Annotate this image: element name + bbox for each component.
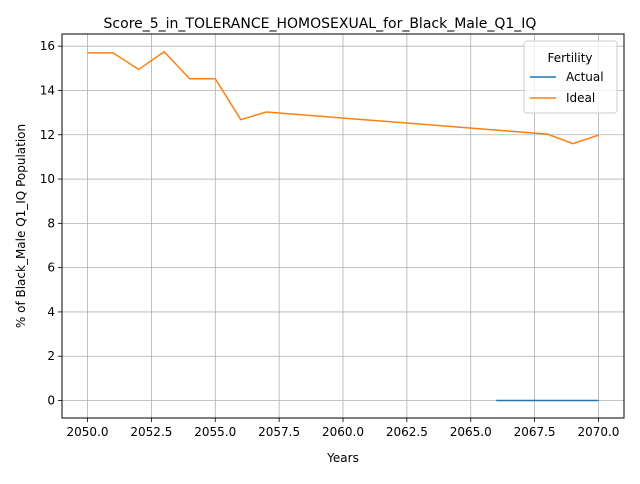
y-tick-label: 14 [40, 83, 55, 97]
x-axis-label: Years [326, 451, 359, 465]
y-axis-label: % of Black_Male Q1_IQ Population [14, 124, 28, 328]
y-tick-label: 10 [40, 172, 55, 186]
x-tick-label: 2052.5 [130, 425, 172, 439]
y-tick-label: 2 [47, 349, 55, 363]
y-tick-label: 0 [47, 394, 55, 408]
legend-box [523, 40, 618, 114]
legend-label-actual: Actual [566, 70, 604, 84]
legend-label-ideal: Ideal [566, 91, 595, 105]
y-tick-label: 16 [40, 39, 55, 53]
x-tick-label: 2055.0 [194, 425, 236, 439]
y-axis-ticks: 0 2 4 6 8 10 12 14 16 [40, 39, 62, 408]
x-tick-label: 2050.0 [67, 425, 109, 439]
series-lines [87, 50, 599, 402]
legend-title: Fertility [547, 51, 592, 65]
x-tick-label: 2062.5 [386, 425, 428, 439]
x-tick-label: 2057.5 [258, 425, 300, 439]
x-tick-label: 2060.0 [322, 425, 364, 439]
y-tick-label: 6 [47, 261, 55, 275]
y-tick-label: 8 [47, 216, 55, 230]
chart-title: Score_5_in_TOLERANCE_HOMOSEXUAL_for_Blac… [104, 16, 537, 32]
series-line-ideal [87, 50, 599, 145]
x-tick-label: 2065.0 [450, 425, 492, 439]
legend: Fertility Actual Ideal [523, 40, 618, 114]
x-axis-ticks: 2050.0 2052.5 2055.0 2057.5 2060.0 2062.5 2065… [67, 418, 619, 439]
x-tick-label: 2070.0 [577, 425, 619, 439]
x-tick-label: 2067.5 [514, 425, 556, 439]
y-tick-label: 12 [40, 128, 55, 142]
y-tick-label: 4 [47, 305, 55, 319]
